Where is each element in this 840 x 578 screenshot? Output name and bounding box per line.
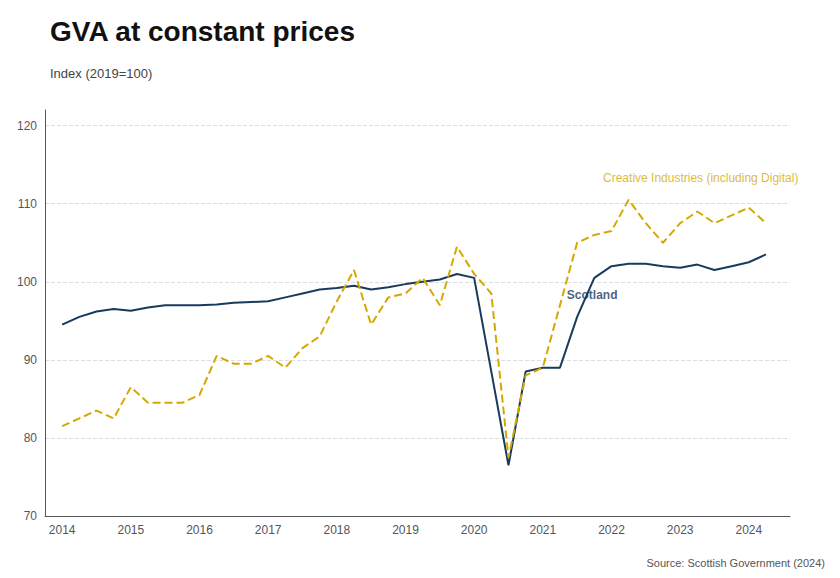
svg-text:110: 110 [18,197,37,211]
svg-text:2024: 2024 [735,523,762,537]
svg-text:100: 100 [17,275,37,289]
svg-text:Scotland: Scotland [567,288,618,302]
svg-text:2015: 2015 [117,523,144,537]
svg-text:2020: 2020 [461,523,488,537]
svg-text:Creative Industries (including: Creative Industries (including Digital) [603,171,798,185]
svg-text:2023: 2023 [667,523,694,537]
svg-text:2018: 2018 [323,523,350,537]
svg-text:GVA at constant prices: GVA at constant prices [50,16,355,47]
svg-text:2022: 2022 [598,523,625,537]
svg-text:2014: 2014 [49,523,76,537]
svg-text:2016: 2016 [186,523,213,537]
svg-text:70: 70 [24,509,38,523]
svg-text:90: 90 [24,353,38,367]
svg-text:2021: 2021 [529,523,556,537]
svg-text:120: 120 [17,119,37,133]
svg-text:80: 80 [24,431,38,445]
svg-text:2019: 2019 [392,523,419,537]
svg-text:Source: Scottish Government (2: Source: Scottish Government (2024) [646,557,825,569]
svg-text:Index (2019=100): Index (2019=100) [50,66,152,81]
svg-text:2017: 2017 [255,523,282,537]
